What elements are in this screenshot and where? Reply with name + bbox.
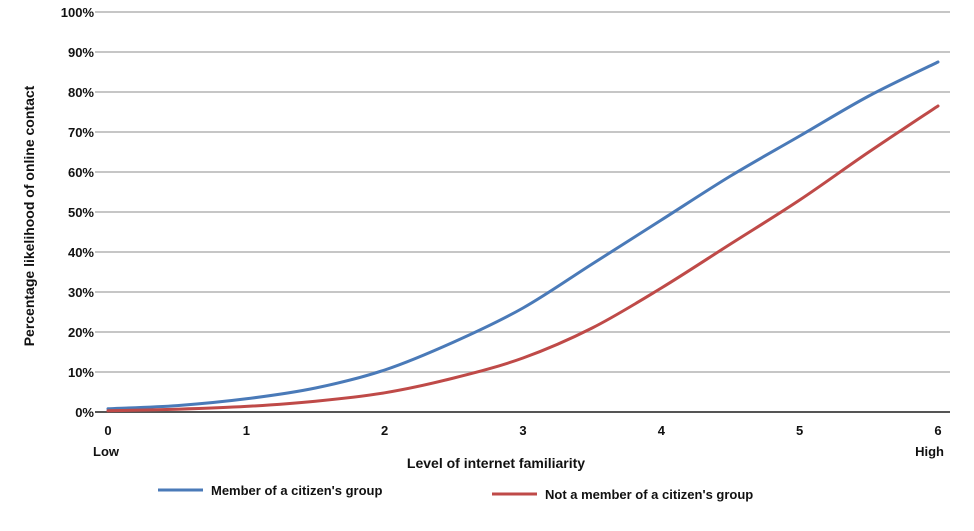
x-tick-label: 0: [104, 423, 111, 438]
x-tick-label: 4: [658, 423, 666, 438]
y-tick-label: 50%: [68, 205, 94, 220]
y-tick-label: 40%: [68, 245, 94, 260]
gridlines: [95, 11, 950, 413]
legend-label-member: Member of a citizen's group: [211, 483, 382, 498]
x-tick-label: 1: [243, 423, 250, 438]
y-tick-label: 80%: [68, 85, 94, 100]
y-tick-label: 30%: [68, 285, 94, 300]
x-axis-title: Level of internet familiarity: [407, 455, 585, 471]
series-line-member: [106, 60, 940, 411]
x-tick-label: 2: [381, 423, 388, 438]
legend-label-not-member: Not a member of a citizen's group: [545, 487, 753, 502]
x-tick-label: 6: [934, 423, 941, 438]
y-tick-label: 10%: [68, 365, 94, 380]
y-tick-label: 0%: [75, 405, 94, 420]
y-tick-label: 20%: [68, 325, 94, 340]
y-tick-label: 90%: [68, 45, 94, 60]
series-line-not-member: [106, 104, 940, 413]
y-tick-label: 100%: [61, 5, 95, 20]
y-tick-label: 70%: [68, 125, 94, 140]
x-axis-ticks: 0 1 2 3 4 5 6: [104, 423, 941, 438]
legend: Member of a citizen's group Not a member…: [158, 483, 753, 502]
x-axis-low-label: Low: [93, 444, 120, 459]
x-axis-high-label: High: [915, 444, 944, 459]
series-lines: [106, 60, 940, 413]
y-axis-ticks: 0% 10% 20% 30% 40% 50% 60% 70% 80% 90% 100%: [61, 5, 95, 420]
y-axis-title: Percentage likelihood of online contact: [21, 85, 37, 346]
x-tick-label: 5: [796, 423, 803, 438]
x-tick-label: 3: [519, 423, 526, 438]
y-tick-label: 60%: [68, 165, 94, 180]
